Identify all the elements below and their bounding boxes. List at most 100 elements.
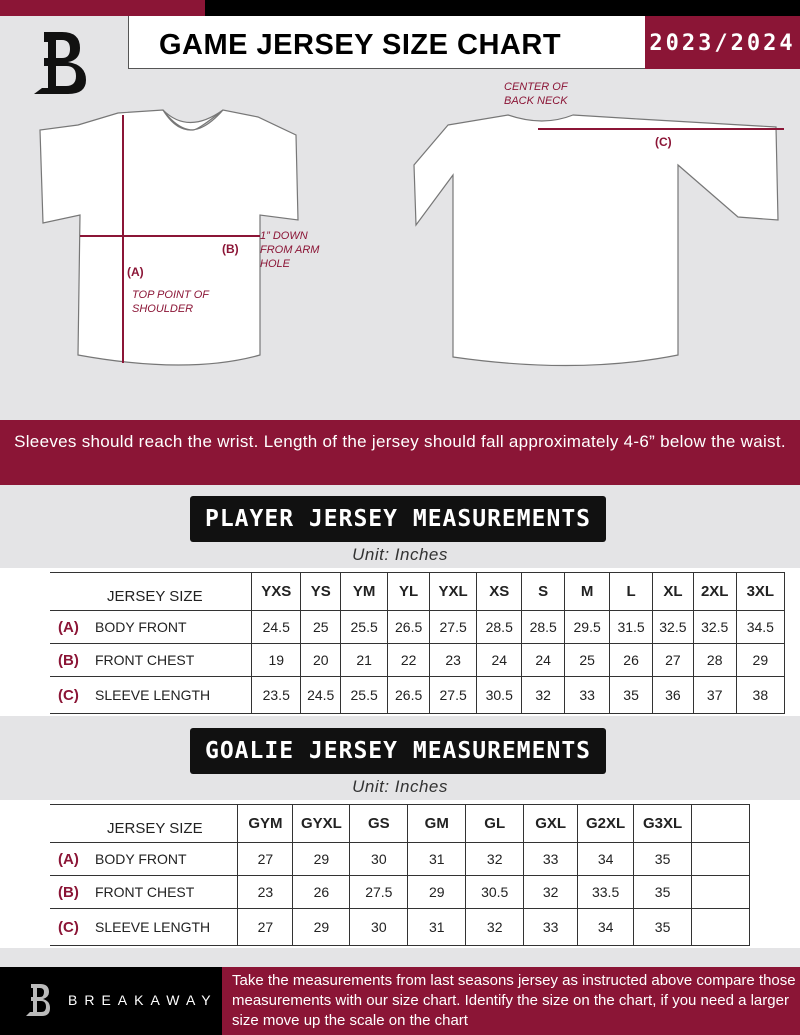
size-header-row: JERSEY SIZE YXS YS YM YL YXL XS S M L XL 2XL 3XL xyxy=(50,572,786,611)
measurement-cell: 34 xyxy=(577,842,635,876)
measurement-cell: 27 xyxy=(237,908,294,946)
measurement-cell: 21 xyxy=(340,643,389,677)
measurement-cell: 35 xyxy=(609,676,654,714)
measurement-cell: 24 xyxy=(476,643,523,677)
row-label: (C) SLEEVE LENGTH xyxy=(50,676,253,714)
top-accent-bar xyxy=(0,0,205,16)
size-header-cell: G3XL xyxy=(633,804,693,843)
measurement-row: (C) SLEEVE LENGTH 27 29 30 31 32 33 34 35 xyxy=(50,908,750,946)
measurement-cell: 25.5 xyxy=(340,676,389,714)
goalie-size-table: JERSEY SIZE GYM GYXL GS GM GL GXL G2XL G3XL (A) BO… xyxy=(50,804,750,946)
shoulder-note: TOP POINT OF SHOULDER xyxy=(132,289,209,315)
row-name: BODY FRONT xyxy=(95,850,187,867)
size-header-label: JERSEY SIZE xyxy=(50,572,253,611)
row-label: (B) FRONT CHEST xyxy=(50,875,239,909)
size-header-cell: XL xyxy=(652,572,694,611)
label-c: (C) xyxy=(655,135,672,149)
measurement-cell: 36 xyxy=(652,676,694,714)
size-header-cell: 3XL xyxy=(735,572,786,611)
size-header-cell: 2XL xyxy=(692,572,737,611)
measurement-cell: 32.5 xyxy=(652,610,694,644)
row-name: FRONT CHEST xyxy=(95,651,195,668)
footer-logo-icon xyxy=(26,984,50,1016)
measurement-cell: 25 xyxy=(564,643,611,677)
measurement-cell: 26 xyxy=(292,875,351,909)
size-header-cell xyxy=(691,804,750,843)
size-header-cell: L xyxy=(609,572,654,611)
measurement-cell: 23 xyxy=(429,643,478,677)
row-key: (B) xyxy=(58,651,79,669)
measurement-cell: 31 xyxy=(407,908,467,946)
measurement-cell: 24.5 xyxy=(251,610,302,644)
measurement-cell: 32.5 xyxy=(692,610,737,644)
measurement-cell: 34 xyxy=(577,908,635,946)
jersey-diagram xyxy=(39,109,784,367)
measurement-cell: 33.5 xyxy=(577,875,635,909)
size-header-cell: GS xyxy=(349,804,409,843)
size-header-cell: M xyxy=(564,572,611,611)
measurement-row: (A) BODY FRONT 24.5 25 25.5 26.5 27.5 28.5 28.5 2… xyxy=(50,610,786,644)
footer-brand: BREAKAWAY xyxy=(0,967,222,1035)
label-b: (B) xyxy=(222,242,239,256)
season-label: 2023/2024 xyxy=(645,16,800,69)
back-neck-note: CENTER OF BACK NECK xyxy=(504,81,568,107)
row-key: (A) xyxy=(58,618,79,636)
size-header-cell: GYXL xyxy=(292,804,351,843)
player-size-table: JERSEY SIZE YXS YS YM YL YXL XS S M L XL 2XL 3XL (A) B… xyxy=(50,572,786,714)
size-header-row: JERSEY SIZE GYM GYXL GS GM GL GXL G2XL G3XL xyxy=(50,804,750,843)
measurement-cell: 35 xyxy=(633,908,693,946)
top-black-bar xyxy=(205,0,800,16)
measurement-cell: 37 xyxy=(692,676,737,714)
goalie-unit: Unit: Inches xyxy=(352,777,448,796)
measurement-cell xyxy=(691,842,750,876)
row-key: (C) xyxy=(58,918,79,936)
measurement-row: (B) FRONT CHEST 23 26 27.5 29 30.5 32 33.5 35 xyxy=(50,875,750,909)
row-name: SLEEVE LENGTH xyxy=(95,918,211,935)
row-label: (C) SLEEVE LENGTH xyxy=(50,908,239,946)
measurement-cell: 25 xyxy=(300,610,342,644)
row-label: (B) FRONT CHEST xyxy=(50,643,253,677)
player-section-title: PLAYER JERSEY MEASUREMENTS xyxy=(190,496,606,542)
size-header-cell: YXL xyxy=(429,572,478,611)
measurement-cell: 31.5 xyxy=(609,610,654,644)
measurement-cell: 29 xyxy=(407,875,467,909)
measurement-cell: 30.5 xyxy=(465,875,525,909)
size-header-cell: YXS xyxy=(251,572,302,611)
row-key: (B) xyxy=(58,883,79,901)
measurement-cell: 27.5 xyxy=(429,676,478,714)
row-name: FRONT CHEST xyxy=(95,883,195,900)
row-name: SLEEVE LENGTH xyxy=(95,686,211,703)
row-key: (C) xyxy=(58,686,79,704)
size-header-cell: GYM xyxy=(237,804,294,843)
measurement-cell: 28 xyxy=(692,643,737,677)
breakaway-logo-icon xyxy=(34,32,86,94)
size-header-cell: S xyxy=(521,572,566,611)
measurement-cell xyxy=(691,908,750,946)
measurement-cell: 27 xyxy=(652,643,694,677)
size-header-cell: XS xyxy=(476,572,523,611)
measurement-cell: 38 xyxy=(735,676,786,714)
measurement-cell: 24.5 xyxy=(300,676,342,714)
row-name: BODY FRONT xyxy=(95,618,187,635)
measurement-cell: 31 xyxy=(407,842,467,876)
measurement-cell: 32 xyxy=(465,842,525,876)
measurement-cell: 32 xyxy=(521,676,566,714)
measurement-cell xyxy=(691,875,750,909)
measurement-row: (A) BODY FRONT 27 29 30 31 32 33 34 35 xyxy=(50,842,750,876)
measurement-cell: 27 xyxy=(237,842,294,876)
measurement-cell: 28.5 xyxy=(521,610,566,644)
label-a: (A) xyxy=(127,265,144,279)
measurement-cell: 32 xyxy=(465,908,525,946)
measurement-row: (B) FRONT CHEST 19 20 21 22 23 24 24 25 26 27 28 29 xyxy=(50,643,786,677)
row-label: (A) BODY FRONT xyxy=(50,842,239,876)
measurement-cell: 33 xyxy=(523,908,579,946)
measurement-cell: 27.5 xyxy=(349,875,409,909)
measurement-cell: 23.5 xyxy=(251,676,302,714)
size-header-cell: GL xyxy=(465,804,525,843)
measurement-cell: 29.5 xyxy=(564,610,611,644)
measurement-cell: 35 xyxy=(633,875,693,909)
measurement-cell: 35 xyxy=(633,842,693,876)
measurement-cell: 19 xyxy=(251,643,302,677)
measurement-cell: 29 xyxy=(292,842,351,876)
footer-instructions: Take the measurements from last seasons … xyxy=(222,967,800,1035)
